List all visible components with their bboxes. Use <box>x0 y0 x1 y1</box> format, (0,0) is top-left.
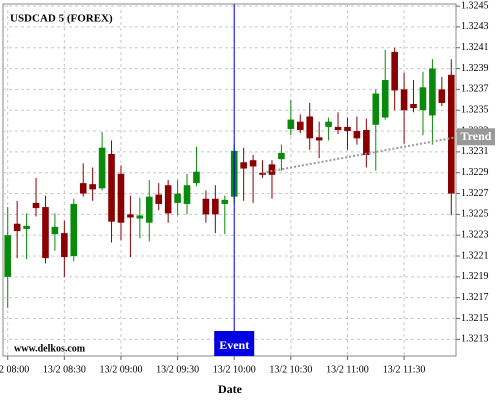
candle-body <box>249 160 257 167</box>
x-tick-label: 13/2 08:30 <box>43 364 86 375</box>
event-label: Event <box>219 338 249 352</box>
plot-frame <box>2 3 457 357</box>
candle-body <box>410 103 417 109</box>
candle-body <box>363 130 370 156</box>
candle-body <box>61 233 68 258</box>
y-tick-label: 1.3235 <box>461 105 489 116</box>
candle-body <box>117 173 125 223</box>
y-tick-label: 1.3221 <box>461 250 489 261</box>
candle-body <box>70 203 78 257</box>
candle-body <box>136 215 144 219</box>
candle-body <box>193 171 200 184</box>
x-tick-label: 13/2 10:30 <box>269 364 312 375</box>
x-axis-label: Date <box>218 382 243 396</box>
candle-body <box>400 89 408 111</box>
chart-title: USDCAD 5 (FOREX) <box>10 13 113 25</box>
candle-body <box>372 93 380 125</box>
x-tick-label: 13/2 09:00 <box>99 364 142 375</box>
candle-body <box>296 121 304 131</box>
candle-body <box>268 164 276 175</box>
y-tick-label: 1.3237 <box>461 84 489 95</box>
trend-label-box <box>457 128 495 146</box>
candle-body <box>127 214 134 218</box>
candle-body <box>278 152 285 160</box>
y-tick-label: 1.3215 <box>461 313 489 324</box>
candle-body <box>164 185 172 214</box>
y-tick-label: 1.3225 <box>461 209 489 220</box>
x-tick-label: 13/2 10:00 <box>213 364 256 375</box>
candle-body <box>353 131 361 139</box>
candle-body <box>89 184 96 190</box>
candle-body <box>419 87 427 111</box>
y-tick-label: 1.3217 <box>461 292 489 303</box>
x-tick-label: 13/2 11:00 <box>326 364 369 375</box>
candle-body <box>259 172 266 175</box>
candle-body <box>145 196 153 223</box>
candle-body <box>240 162 247 169</box>
candle-body <box>334 126 342 131</box>
candle-body <box>212 198 219 215</box>
candle-body <box>98 147 106 189</box>
x-tick-label: 13/2 09:30 <box>156 364 199 375</box>
x-tick-label: 13/2 08:00 <box>0 364 29 375</box>
event-label-box <box>214 331 255 356</box>
candle-body <box>344 126 351 132</box>
candle-body <box>79 183 87 194</box>
candle-body <box>202 198 210 215</box>
y-tick-label: 1.3241 <box>461 42 489 53</box>
candle-body <box>391 51 398 91</box>
y-tick-label: 1.3245 <box>461 0 489 11</box>
candle-body <box>306 116 314 139</box>
trend-label: Trend <box>461 129 492 143</box>
y-tick-label: 1.3231 <box>461 146 489 157</box>
y-tick-label: 1.3213 <box>461 334 489 345</box>
x-tick-label: 13/2 11:30 <box>383 364 426 375</box>
y-tick-label: 1.3223 <box>461 229 489 240</box>
candle-body <box>315 137 323 141</box>
candle-body <box>183 185 191 204</box>
candle-body <box>155 194 163 204</box>
candle-body <box>108 153 115 222</box>
candle-body <box>4 235 12 277</box>
candle-body <box>381 80 389 118</box>
y-tick-label: 1.3227 <box>461 188 489 199</box>
candle-body <box>32 202 40 209</box>
y-tick-label: 1.3219 <box>461 271 489 282</box>
candle-body <box>51 226 59 235</box>
watermark: www.delkos.com <box>14 343 86 354</box>
candle-body <box>42 207 49 259</box>
candle-body <box>447 74 455 194</box>
y-tick-label: 1.3239 <box>461 63 489 74</box>
candle-body <box>13 223 21 232</box>
candle-body <box>325 121 332 127</box>
candle-body <box>174 193 181 203</box>
candle-body <box>438 89 446 103</box>
candle-body <box>429 68 436 116</box>
candle-body <box>23 225 30 229</box>
candle-body <box>287 119 295 129</box>
y-tick-label: 1.3229 <box>461 167 489 178</box>
trend-line <box>262 136 457 174</box>
y-tick-label: 1.3243 <box>461 21 489 32</box>
candle-body <box>221 199 229 204</box>
